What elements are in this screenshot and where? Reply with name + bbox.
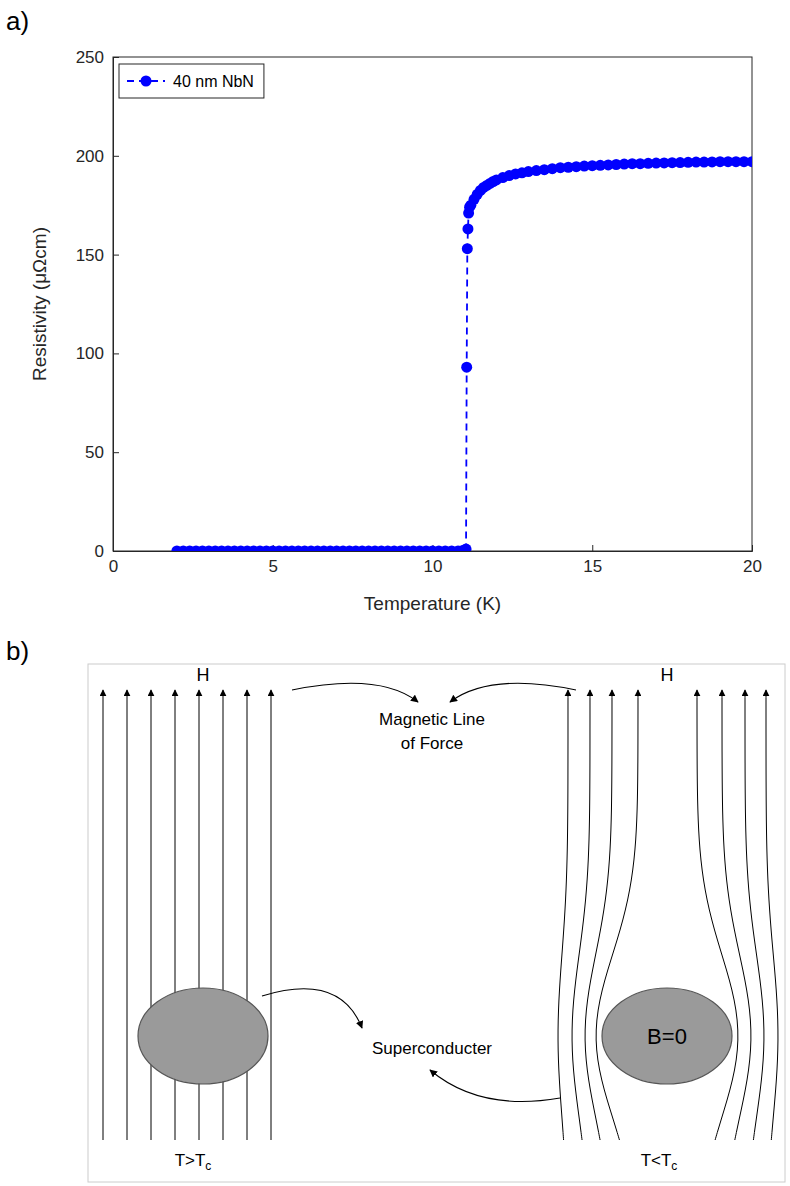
field-line: [247, 690, 248, 1140]
pointer-arrow: [262, 989, 362, 1028]
inside-label: B=0: [647, 1024, 687, 1049]
data-point: [747, 156, 753, 167]
x-tick-label: 5: [269, 557, 278, 576]
y-axis-line: [114, 58, 120, 552]
x-axis: 0 5 10 15 20: [109, 545, 762, 576]
plot-frame: [113, 57, 752, 551]
y-tick-mark: [113, 156, 119, 157]
y-tick: 200: [76, 147, 119, 166]
y-tick-mark: [113, 255, 119, 256]
y-tick-label: 150: [76, 246, 104, 265]
field-line: [151, 690, 152, 1140]
y-tick: 100: [76, 344, 119, 363]
data-point: [461, 362, 472, 373]
y-tick: 50: [85, 443, 119, 462]
x-tick-label: 0: [109, 557, 118, 576]
condition-subscript: c: [205, 1159, 211, 1173]
superconductor-meissner: [602, 988, 732, 1084]
y-tick-mark: [113, 57, 119, 58]
y-tick-label: 200: [76, 147, 104, 166]
superconductor-normal: [138, 988, 268, 1084]
object-label: Superconducter: [372, 1039, 492, 1058]
y-tick-label: 50: [85, 443, 104, 462]
figure: a)05101520050100150200250Temperature (K)…: [0, 0, 790, 1186]
x-tick: 20: [743, 545, 762, 576]
x-tick-mark: [592, 545, 593, 551]
data-point: [461, 544, 472, 551]
legend-label: 40 nm NbN: [173, 73, 254, 90]
y-tick: 0: [95, 542, 119, 561]
y-tick-label: 250: [76, 48, 104, 67]
pointer-arrow: [450, 683, 576, 702]
y-tick: 150: [76, 246, 119, 265]
data-point: [462, 223, 473, 234]
line-label: of Force: [401, 734, 463, 753]
field-line: [585, 690, 612, 1140]
field-line: [103, 690, 104, 1140]
x-tick-label: 20: [743, 557, 762, 576]
x-tick-label: 15: [583, 557, 602, 576]
y-tick: 250: [76, 48, 119, 67]
legend: 40 nm NbN: [119, 64, 264, 98]
y-tick-mark: [113, 353, 119, 354]
diagram: H H Magnetic Line of Force Superconducter B=0…: [103, 665, 778, 1173]
condition-text: T>T: [175, 1151, 206, 1170]
panel-frame: [88, 664, 785, 1182]
field-label: H: [661, 665, 674, 685]
field-line: [127, 690, 128, 1140]
x-tick: 15: [583, 545, 602, 576]
field-line: [558, 690, 568, 1140]
line-label: Magnetic Line: [379, 710, 485, 729]
condition-label: T<Tc: [641, 1151, 678, 1173]
legend-box: [119, 64, 264, 98]
legend-marker: [141, 76, 152, 87]
field-line: [722, 690, 751, 1140]
condition-label: T>Tc: [175, 1151, 212, 1173]
field-label: H: [197, 665, 210, 685]
y-tick-label: 0: [95, 542, 104, 561]
condition-text: T<T: [641, 1151, 672, 1170]
plot-area: [171, 156, 752, 551]
y-tick-mark: [113, 452, 119, 453]
x-axis-title: Temperature (K): [364, 593, 501, 614]
data-point: [462, 243, 473, 254]
panel-label: b): [6, 636, 29, 666]
x-tick-label: 10: [424, 557, 443, 576]
x-tick-mark: [752, 545, 753, 551]
field-line: [271, 690, 272, 1140]
y-axis: 0 50 100 150 200 250: [76, 48, 119, 561]
field-line: [745, 690, 764, 1140]
series-line: [177, 162, 752, 551]
panel-label: a): [6, 6, 29, 36]
pointer-arrow: [430, 1070, 560, 1102]
y-tick-label: 100: [76, 344, 104, 363]
y-axis-title: Resistivity (μΩcm): [29, 227, 50, 381]
pointer-arrow: [292, 683, 418, 702]
condition-subscript: c: [671, 1159, 677, 1173]
y-tick-mark: [113, 551, 119, 552]
field-line: [766, 690, 778, 1140]
